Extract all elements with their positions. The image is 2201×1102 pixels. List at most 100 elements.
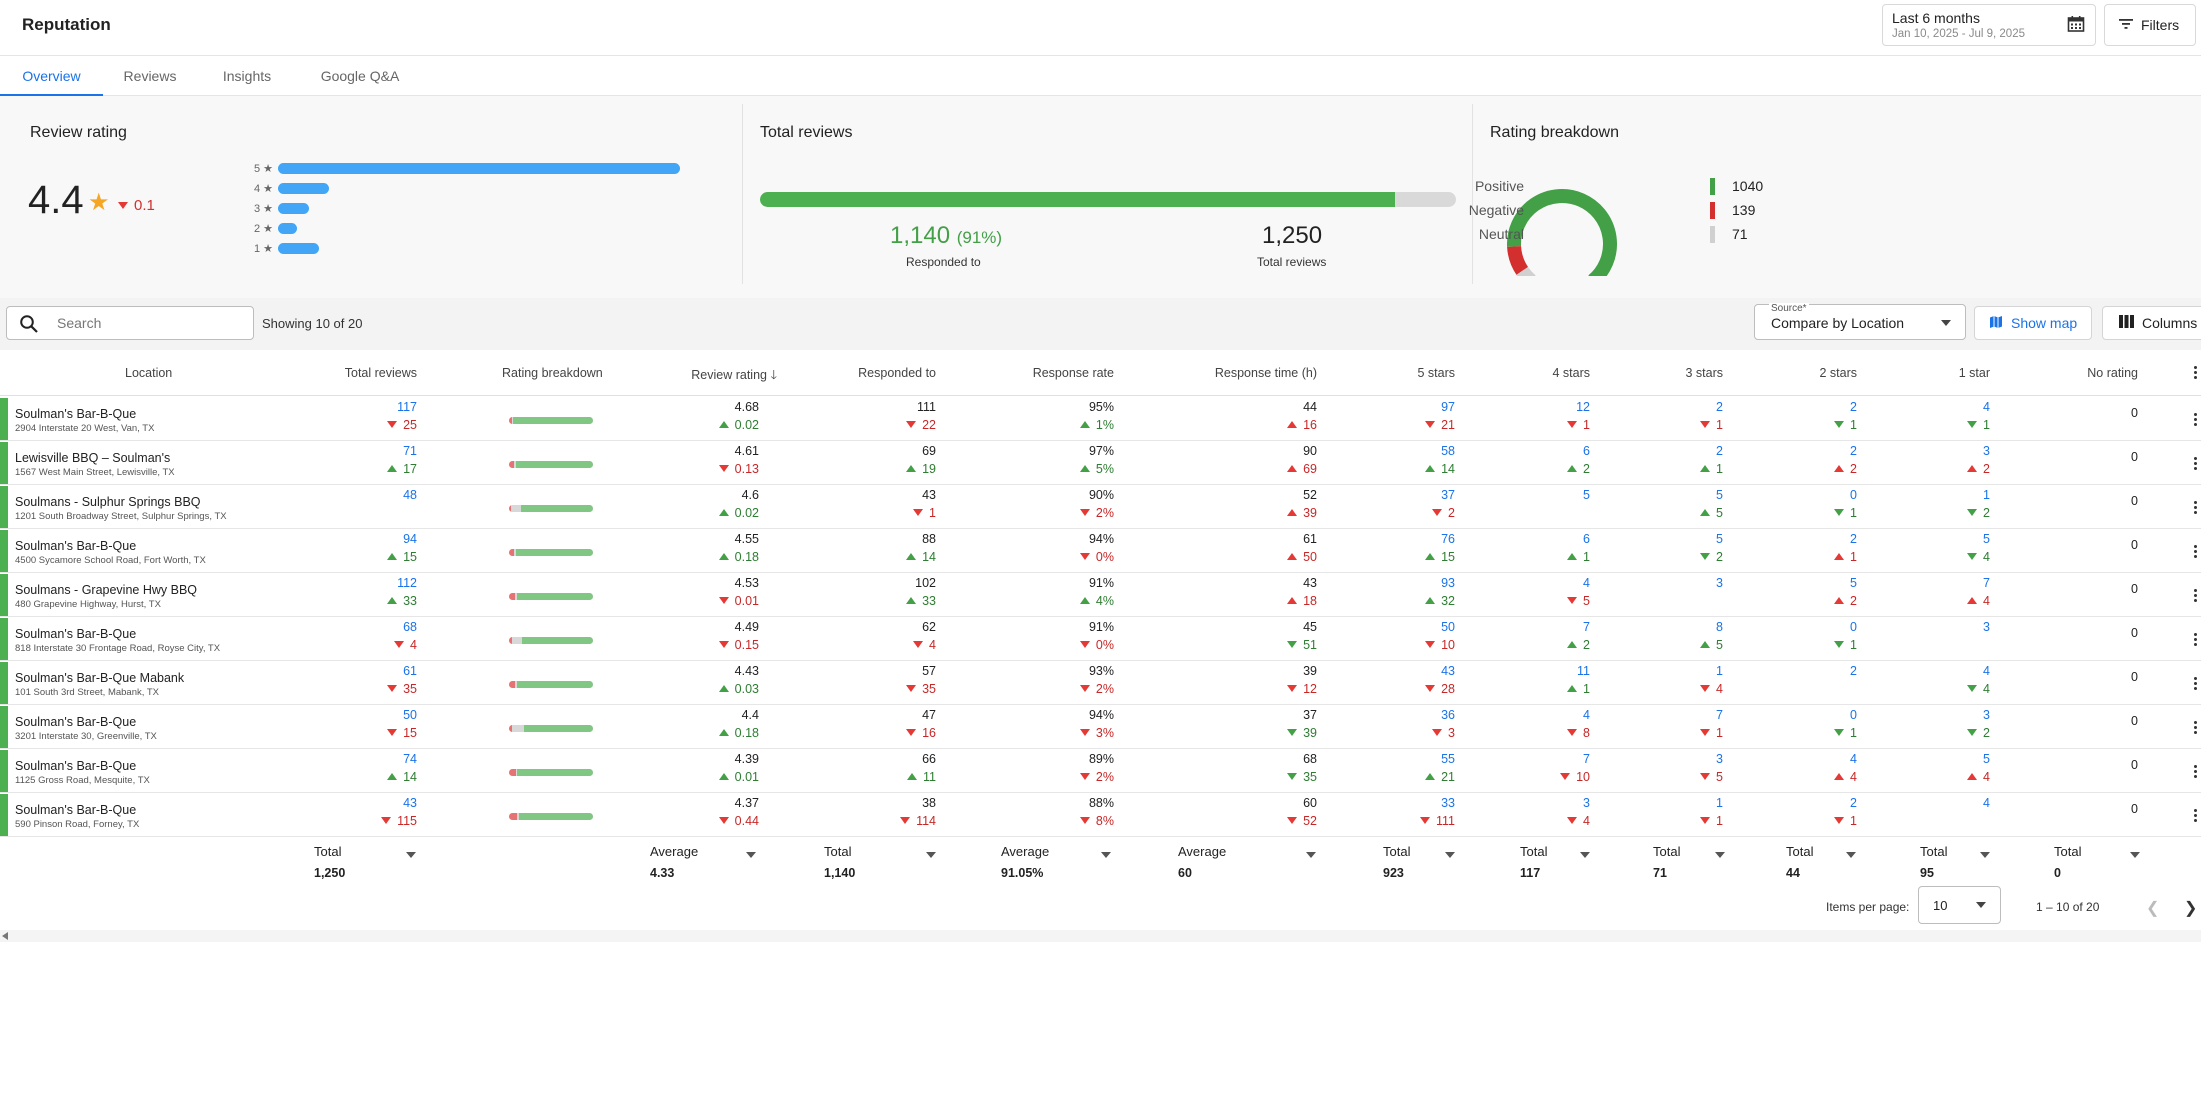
row-menu-icon[interactable] bbox=[2194, 545, 2198, 560]
column-header-3-stars[interactable]: 3 stars bbox=[1685, 366, 1723, 380]
column-header-1-star[interactable]: 1 star bbox=[1958, 366, 1990, 380]
table-row[interactable]: Soulman's Bar-B-Que 590 Pinson Road, Forn… bbox=[0, 793, 2201, 837]
table-row[interactable]: Soulman's Bar-B-Que 818 Interstate 30 Fro… bbox=[0, 617, 2201, 661]
column-header-review-rating[interactable]: Review rating 🡓 bbox=[691, 368, 777, 382]
trend-up-icon bbox=[906, 553, 917, 560]
footer-total-reviews[interactable]: Total 1,250 bbox=[314, 844, 416, 880]
date-range-picker[interactable]: Last 6 months Jan 10, 2025 - Jul 9, 2025 bbox=[1882, 4, 2096, 46]
search-input[interactable] bbox=[57, 315, 237, 331]
sort-down-icon[interactable]: 🡓 bbox=[770, 368, 777, 382]
footer-response-rate[interactable]: Average 91.05% bbox=[1001, 844, 1111, 880]
location-address: 1567 West Main Street, Lewisville, TX bbox=[15, 467, 175, 478]
trend-down-icon bbox=[900, 817, 911, 824]
table-row[interactable]: Soulman's Bar-B-Que 2904 Interstate 20 We… bbox=[0, 397, 2201, 441]
column-header-responded-to[interactable]: Responded to bbox=[858, 366, 936, 380]
star-distribution-bar bbox=[278, 162, 680, 174]
tab-insights[interactable]: Insights bbox=[222, 68, 272, 84]
location-name[interactable]: Soulman's Bar-B-Que bbox=[15, 539, 137, 553]
show-map-button[interactable]: Show map bbox=[1974, 306, 2092, 340]
breakdown-positive bbox=[524, 725, 593, 732]
top-bar: Reputation Last 6 months Jan 10, 2025 - … bbox=[0, 0, 2201, 56]
star-distribution-row: 4 ★ bbox=[254, 182, 329, 195]
trend-up-icon bbox=[1425, 553, 1436, 560]
location-name[interactable]: Soulman's Bar-B-Que bbox=[15, 627, 137, 641]
chevron-left-icon[interactable]: ❮ bbox=[2146, 900, 2160, 917]
footer-2-stars[interactable]: Total 44 bbox=[1786, 844, 1856, 880]
table-row[interactable]: Soulmans - Grapevine Hwy BBQ 480 Grapevin… bbox=[0, 573, 2201, 617]
table-row[interactable]: Soulman's Bar-B-Que 1125 Gross Road, Mesq… bbox=[0, 749, 2201, 793]
cell-total-reviews: 71 17 bbox=[297, 441, 417, 485]
footer-responded-to[interactable]: Total 1,140 bbox=[824, 844, 936, 880]
table-row[interactable]: Soulman's Bar-B-Que 4500 Sycamore School … bbox=[0, 529, 2201, 573]
tab-google-qa[interactable]: Google Q&A bbox=[320, 68, 400, 84]
trend-up-icon bbox=[1287, 509, 1298, 516]
source-value: Compare by Location bbox=[1771, 315, 1905, 331]
table-row[interactable]: Lewisville BBQ – Soulman's 1567 West Main… bbox=[0, 441, 2201, 485]
source-select[interactable]: Source* Compare by Location bbox=[1754, 303, 1966, 340]
search-box[interactable] bbox=[6, 306, 254, 340]
row-menu-icon[interactable] bbox=[2194, 721, 2198, 736]
column-header-5-stars[interactable]: 5 stars bbox=[1417, 366, 1455, 380]
footer-1-star[interactable]: Total 95 bbox=[1920, 844, 1990, 880]
location-name[interactable]: Soulman's Bar-B-Que bbox=[15, 715, 137, 729]
columns-button[interactable]: Columns bbox=[2102, 306, 2201, 340]
column-header-no-rating[interactable]: No rating bbox=[2087, 366, 2138, 380]
trend-up-icon bbox=[718, 685, 729, 692]
filters-button[interactable]: Filters bbox=[2104, 4, 2196, 46]
column-header-location[interactable]: Location bbox=[125, 366, 173, 380]
row-menu-icon[interactable] bbox=[2194, 677, 2198, 692]
row-menu-icon[interactable] bbox=[2194, 413, 2198, 428]
footer-5-stars[interactable]: Total 923 bbox=[1383, 844, 1455, 880]
table-row[interactable]: Soulman's Bar-B-Que Mabank 101 South 3rd … bbox=[0, 661, 2201, 705]
chevron-right-icon[interactable]: ❯ bbox=[2184, 900, 2198, 917]
items-per-page-select[interactable]: 10 bbox=[1918, 886, 2001, 924]
column-header-4-stars[interactable]: 4 stars bbox=[1552, 366, 1590, 380]
column-header-rating-breakdown[interactable]: Rating breakdown bbox=[502, 366, 603, 380]
scroll-left-arrow-icon[interactable] bbox=[2, 932, 8, 940]
cell-responded-to: 43 1 bbox=[816, 485, 936, 529]
table-row[interactable]: Soulman's Bar-B-Que 3201 Interstate 30, G… bbox=[0, 705, 2201, 749]
footer-3-stars[interactable]: Total 71 bbox=[1653, 844, 1725, 880]
location-name[interactable]: Soulmans - Sulphur Springs BBQ bbox=[15, 495, 201, 509]
column-header-2-stars[interactable]: 2 stars bbox=[1819, 366, 1857, 380]
breakdown-positive bbox=[515, 461, 593, 468]
total-reviews-title: Total reviews bbox=[760, 124, 853, 141]
column-header-total-reviews[interactable]: Total reviews bbox=[344, 366, 417, 380]
row-accent bbox=[0, 706, 8, 748]
column-header-response-rate[interactable]: Response rate bbox=[1032, 366, 1114, 380]
calendar-icon[interactable] bbox=[2067, 15, 2085, 36]
column-header-response-time[interactable]: Response time (h) bbox=[1214, 366, 1317, 380]
tab-reviews[interactable]: Reviews bbox=[123, 68, 177, 84]
legend-swatch bbox=[1710, 178, 1715, 195]
footer-no-rating[interactable]: Total 0 bbox=[2054, 844, 2140, 880]
location-address: 818 Interstate 30 Frontage Road, Royse C… bbox=[15, 643, 221, 654]
map-icon bbox=[1989, 315, 2003, 332]
trend-down-icon bbox=[381, 817, 392, 824]
location-name[interactable]: Lewisville BBQ – Soulman's bbox=[15, 451, 171, 465]
row-menu-icon[interactable] bbox=[2194, 809, 2198, 824]
row-menu-icon[interactable] bbox=[2194, 457, 2198, 472]
row-accent bbox=[0, 618, 8, 660]
location-name[interactable]: Soulman's Bar-B-Que bbox=[15, 759, 137, 773]
trend-down-icon bbox=[1567, 817, 1578, 824]
row-menu-icon[interactable] bbox=[2194, 765, 2198, 780]
cell-no-rating: 0 bbox=[2131, 538, 2138, 552]
location-name[interactable]: Soulman's Bar-B-Que bbox=[15, 803, 137, 817]
tab-overview[interactable]: Overview bbox=[0, 56, 103, 96]
trend-down-icon bbox=[1834, 729, 1845, 736]
row-menu-icon[interactable] bbox=[2194, 501, 2198, 516]
trend-up-icon bbox=[1567, 685, 1578, 692]
footer-response-time[interactable]: Average 60 bbox=[1178, 844, 1316, 880]
table-row[interactable]: Soulmans - Sulphur Springs BBQ 1201 South… bbox=[0, 485, 2201, 529]
rating-breakdown-bar bbox=[509, 637, 593, 644]
footer-4-stars[interactable]: Total 117 bbox=[1520, 844, 1590, 880]
row-menu-icon[interactable] bbox=[2194, 633, 2198, 648]
row-menu-icon[interactable] bbox=[2194, 589, 2198, 604]
location-name[interactable]: Soulman's Bar-B-Que Mabank bbox=[15, 671, 185, 685]
location-name[interactable]: Soulman's Bar-B-Que bbox=[15, 407, 137, 421]
location-name[interactable]: Soulmans - Grapevine Hwy BBQ bbox=[15, 583, 198, 597]
footer-review-rating[interactable]: Average 4.33 bbox=[650, 844, 756, 880]
header-menu-icon[interactable] bbox=[2194, 366, 2198, 381]
horizontal-scrollbar[interactable] bbox=[0, 930, 2201, 942]
